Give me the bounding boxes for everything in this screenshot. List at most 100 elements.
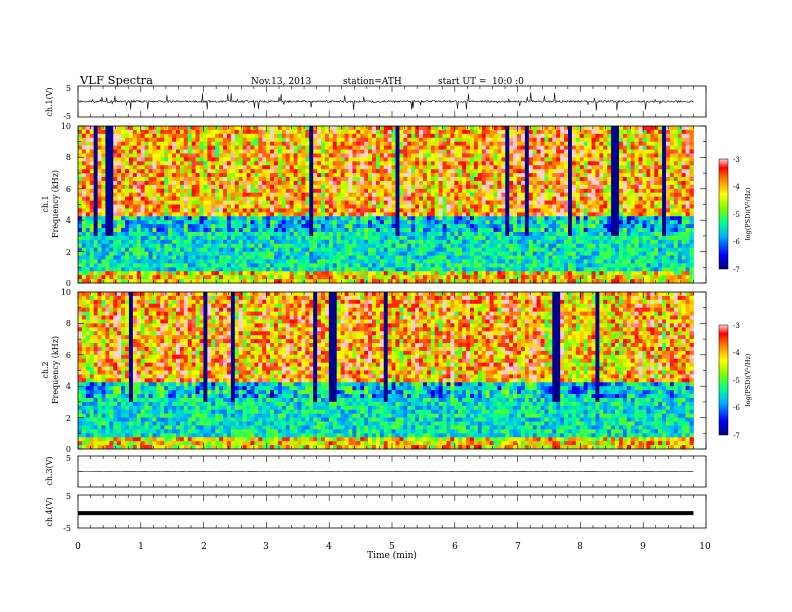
- spectrogram-cell: [399, 231, 404, 237]
- spectrogram-cell: [321, 126, 326, 131]
- spectrogram-cell: [246, 251, 251, 256]
- spectrogram-cell: [348, 192, 353, 198]
- spectrogram-cell: [383, 263, 389, 268]
- spectrogram-cell: [258, 208, 263, 213]
- spectrogram-cell: [254, 196, 259, 201]
- spectrogram-cell: [497, 177, 502, 182]
- spectrogram-cell: [332, 220, 338, 225]
- spectrogram-cell: [536, 247, 541, 253]
- spectrogram-cell: [383, 231, 389, 237]
- spectrogram-cell: [442, 255, 447, 260]
- spectrogram-cell: [556, 200, 561, 205]
- spectrogram-cell: [379, 153, 385, 158]
- spectrogram-cell: [462, 188, 467, 194]
- spectrogram-cell: [344, 188, 349, 194]
- spectrogram-cell: [125, 263, 130, 268]
- spectrogram-cell: [379, 200, 385, 205]
- spectrogram-cell: [509, 259, 514, 264]
- spectrogram-cell: [285, 133, 291, 139]
- spectrogram-cell: [230, 255, 236, 260]
- spectrogram-cell: [536, 243, 541, 249]
- spectrogram-cell: [254, 204, 259, 209]
- spectrogram-cell: [548, 255, 553, 260]
- spectrogram-cell: [364, 255, 369, 260]
- spectrogram-cell: [89, 133, 95, 139]
- spectrogram-cell: [536, 251, 541, 256]
- spectrogram-cell: [293, 165, 298, 170]
- spectrogram-cell: [277, 177, 283, 182]
- spectrogram-cell: [199, 224, 204, 229]
- spectrogram-cell: [360, 251, 365, 256]
- spectrogram-cell: [85, 129, 91, 135]
- spectrogram-cell: [564, 220, 569, 225]
- spectrogram-cell: [348, 180, 353, 186]
- spectrogram-cell: [379, 267, 385, 272]
- spectrogram-cell: [242, 173, 247, 178]
- spectrogram-cell: [532, 180, 538, 186]
- spectrogram-cell: [121, 204, 126, 209]
- spectrogram-cell: [289, 177, 294, 182]
- spectrogram-cell: [481, 243, 487, 249]
- spectrogram-cell: [183, 184, 189, 190]
- spectrogram-cell: [183, 231, 189, 237]
- spectrogram-cell: [262, 157, 267, 162]
- spectrogram-cell: [78, 149, 83, 154]
- spectrogram-cell: [301, 212, 306, 217]
- spectrogram-cell: [395, 239, 400, 245]
- spectrogram-cell: [266, 129, 271, 135]
- spectrogram-cell: [450, 161, 455, 166]
- spectrogram-cell: [313, 208, 318, 213]
- spectrogram-cell: [211, 243, 216, 249]
- spectrogram-cell: [422, 192, 428, 198]
- spectrogram-cell: [481, 149, 487, 154]
- spectrogram-cell: [301, 216, 306, 221]
- spectrogram-cell: [305, 161, 310, 166]
- spectrogram-cell: [101, 169, 106, 174]
- spectrogram-cell: [297, 251, 302, 256]
- spectrogram-cell: [93, 188, 98, 194]
- spectrogram-cell: [97, 271, 102, 276]
- spectrogram-cell: [517, 224, 522, 229]
- spectrogram-cell: [454, 247, 459, 253]
- spectrogram-cell: [454, 279, 459, 284]
- spectrogram-cell: [109, 208, 114, 213]
- spectrogram-cell: [238, 251, 244, 256]
- spectrogram-cell: [183, 145, 189, 150]
- spectrogram-cell: [179, 129, 185, 135]
- spectrogram-cell: [438, 126, 443, 131]
- spectrogram-cell: [485, 173, 490, 178]
- spectrogram-cell: [168, 208, 173, 213]
- spectrogram-cell: [179, 180, 185, 186]
- spectrogram-cell: [140, 208, 146, 213]
- spectrogram-cell: [203, 275, 208, 280]
- spectrogram-cell: [234, 228, 240, 233]
- spectrogram-cell: [176, 177, 181, 182]
- spectrogram-cell: [78, 184, 83, 190]
- spectrogram-cell: [379, 259, 385, 264]
- spectrogram-cell: [262, 196, 267, 201]
- spectrogram-cell: [540, 153, 545, 158]
- spectrogram-cell: [473, 279, 479, 284]
- spectrogram-cell: [509, 216, 514, 221]
- spectrogram-cell: [466, 157, 471, 162]
- spectrogram-cell: [419, 259, 424, 264]
- spectrogram-cell: [223, 220, 228, 225]
- spectrogram-cell: [101, 204, 106, 209]
- spectrogram-cell: [528, 271, 534, 276]
- spectrogram-cell: [446, 263, 451, 268]
- spectrogram-cell: [379, 173, 385, 178]
- spectrogram-cell: [164, 220, 169, 225]
- spectrogram-cell: [281, 212, 287, 217]
- spectrogram-cell: [277, 279, 283, 284]
- spectrogram-cell: [226, 255, 232, 260]
- spectrogram-cell: [415, 235, 420, 241]
- spectrogram-cell: [356, 204, 361, 209]
- spectrogram-cell: [215, 165, 220, 170]
- spectrogram-cell: [360, 200, 365, 205]
- spectrogram-cell: [454, 137, 459, 143]
- spectrogram-cell: [481, 188, 487, 194]
- spectrogram-cell: [128, 255, 134, 260]
- spectrogram-cell: [179, 247, 185, 253]
- spectrogram-cell: [285, 173, 291, 178]
- spectrogram-cell: [105, 279, 110, 284]
